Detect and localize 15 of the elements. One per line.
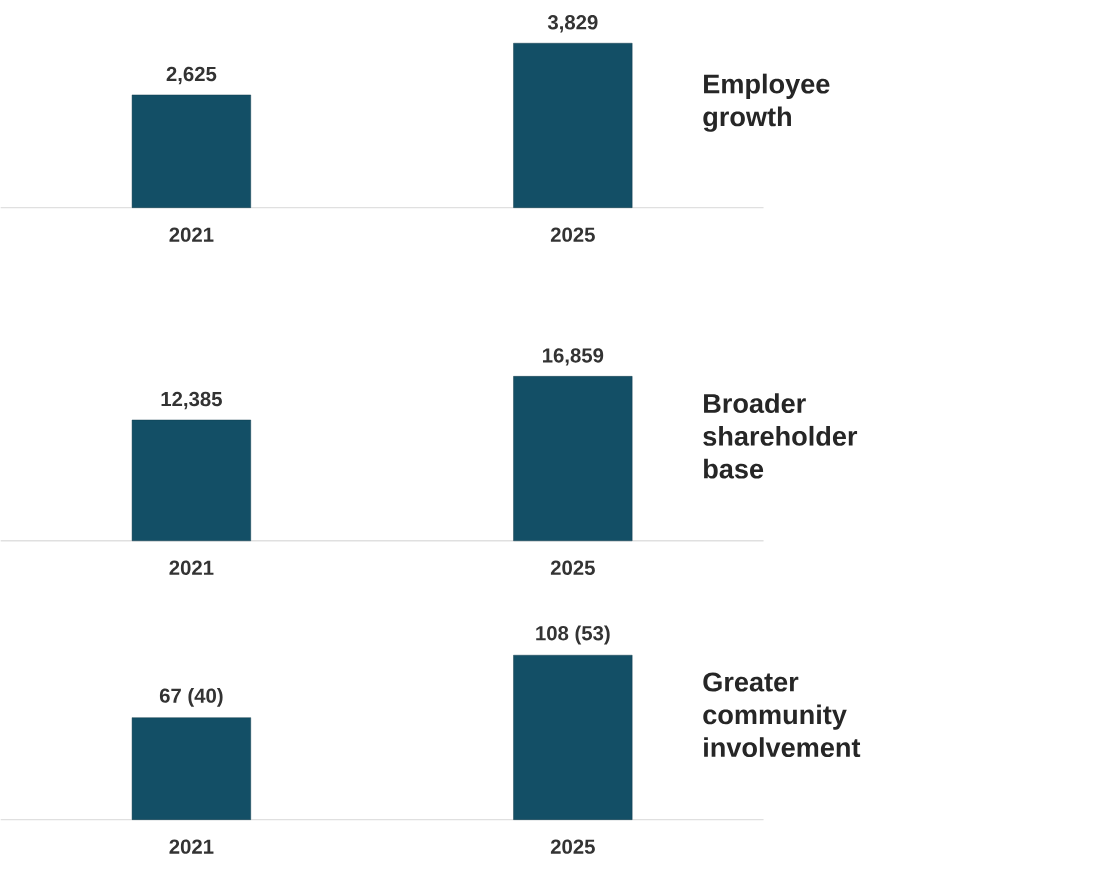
data-label: 3,829: [547, 15, 598, 33]
data-label: 16,859: [542, 348, 604, 366]
text: Greater community involvement: [703, 672, 861, 758]
text: Broader shareholder base: [703, 393, 858, 479]
text: Employee growth: [703, 73, 830, 132]
x-tick-label: 2021: [169, 839, 214, 854]
data-label: 108 (53): [536, 625, 610, 645]
data-label: 2,625: [166, 66, 217, 85]
data-label: 12,385: [161, 391, 222, 410]
x-tick-label: 2025: [550, 227, 595, 242]
x-tick-label: 2025: [550, 560, 595, 576]
data-label: 67 (40): [159, 687, 223, 707]
x-tick-label: 2025: [550, 839, 595, 854]
x-tick-label: 2021: [169, 227, 214, 242]
x-tick-label: 2021: [169, 560, 214, 576]
